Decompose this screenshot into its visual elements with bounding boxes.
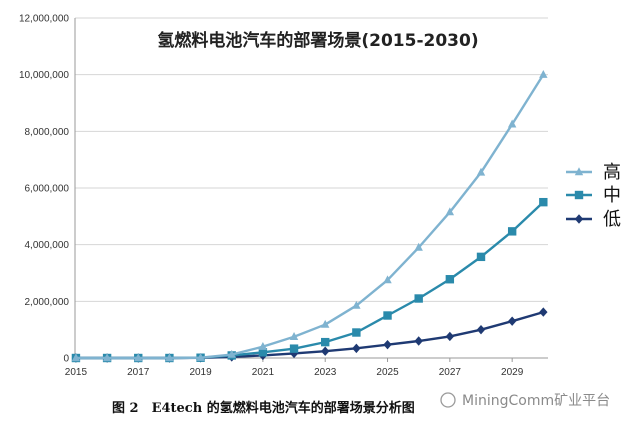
x-tick-label: 2027	[439, 367, 462, 378]
y-tick-label: 6,000,000	[25, 184, 70, 195]
data-point	[258, 348, 268, 357]
data-point	[539, 197, 548, 207]
legend-marker	[574, 214, 584, 224]
data-point	[321, 337, 330, 347]
legend-marker	[574, 167, 584, 176]
data-point	[196, 353, 205, 361]
data-point	[476, 324, 486, 335]
series-line	[75, 74, 545, 360]
x-tick-label: 2021	[252, 367, 275, 378]
y-tick-label: 10,000,000	[19, 70, 69, 81]
series-group	[71, 69, 548, 363]
data-point	[445, 275, 455, 284]
x-tick-label: 2019	[189, 367, 212, 378]
data-point	[414, 294, 423, 303]
data-point	[71, 353, 81, 362]
wechat-icon	[440, 392, 456, 408]
data-point	[383, 339, 392, 350]
data-point	[352, 343, 361, 354]
legend-item: 高	[566, 162, 621, 183]
series-line	[75, 201, 545, 360]
data-point	[134, 353, 143, 362]
grid-lines	[75, 17, 548, 302]
x-tick-label: 2015	[65, 367, 88, 378]
data-point	[165, 353, 174, 362]
series-square	[71, 197, 548, 363]
x-tick-label: 2023	[314, 367, 337, 378]
chart-title: 氢燃料电池汽车的部署场景(2015-2030)	[157, 30, 478, 51]
data-point	[507, 119, 517, 128]
legend-item: 中	[566, 185, 621, 206]
data-point	[383, 311, 392, 320]
data-point	[383, 275, 392, 284]
data-point	[539, 307, 548, 317]
legend-marker	[574, 190, 584, 200]
x-tick-label: 2017	[127, 367, 150, 378]
data-point	[539, 69, 548, 78]
data-point	[476, 167, 486, 176]
data-point	[321, 346, 330, 356]
data-point	[352, 328, 361, 337]
data-point	[102, 353, 112, 362]
data-point	[289, 344, 299, 353]
data-point	[507, 316, 517, 326]
figure-caption: 图 2 E4tech 的氢燃料电池汽车的部署场景分析图	[112, 400, 415, 416]
y-tick-label: 8,000,000	[25, 127, 70, 138]
data-point	[289, 332, 299, 340]
legend-label: 中	[603, 185, 621, 206]
legend-item: 低	[566, 209, 621, 230]
x-tick-label: 2029	[501, 367, 524, 378]
series-line	[75, 310, 544, 360]
data-point	[445, 207, 455, 216]
data-point	[414, 336, 423, 346]
y-tick-label: 4,000,000	[25, 240, 70, 251]
data-point	[227, 349, 236, 358]
data-point	[476, 252, 486, 262]
data-point	[414, 242, 423, 251]
legend: 高中低	[566, 162, 621, 230]
y-tick-label: 2,000,000	[25, 297, 70, 308]
legend-label: 低	[603, 209, 621, 230]
data-point	[352, 300, 361, 309]
y-axis-tick-labels: 0 2,000,000 4,000,000 6,000,000 8,000,000 10,…	[19, 14, 70, 365]
y-tick-label: 12,000,000	[19, 14, 69, 25]
series-triangle	[71, 69, 548, 362]
y-tick-label: 0	[63, 354, 69, 365]
watermark: MiningComm矿业平台	[440, 392, 610, 409]
legend-label: 高	[603, 162, 621, 183]
x-axis-tick-labels: 2015 2017 2019 2021 2023 2025 2027 2029	[65, 358, 524, 378]
data-point	[321, 319, 330, 328]
series-diamond	[71, 307, 548, 363]
watermark-text: MiningComm矿业平台	[462, 393, 610, 409]
data-point	[507, 227, 517, 236]
data-point	[445, 331, 455, 342]
data-point	[258, 341, 268, 350]
x-tick-label: 2025	[376, 367, 399, 378]
